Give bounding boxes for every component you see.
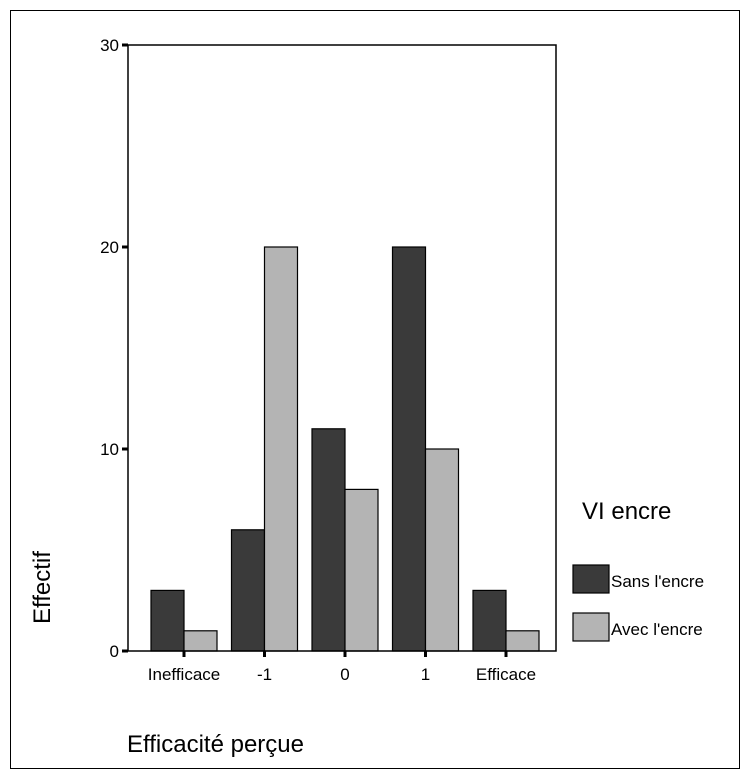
x-tick-label: -1 <box>257 665 272 684</box>
bar-avec-encre-4 <box>505 630 540 652</box>
legend-title: VI encre <box>582 498 671 525</box>
bar-avec-encre-2 <box>344 488 379 652</box>
bar-avec-encre-0 <box>183 630 218 652</box>
legend-label-sans-encre: Sans l'encre <box>611 572 704 591</box>
legend-swatch-sans-encre <box>572 564 610 594</box>
bar-sans-encre-1 <box>230 529 266 652</box>
y-axis-label: Effectif <box>29 551 56 624</box>
bar-avec-encre-3 <box>424 448 460 652</box>
legend-swatch-avec-encre <box>572 612 610 642</box>
x-tick-label: Efficace <box>476 665 536 684</box>
bar-sans-encre-3 <box>391 246 427 652</box>
plot-area <box>127 44 557 652</box>
x-tick-label: 0 <box>340 665 349 684</box>
bar-sans-encre-2 <box>311 428 346 652</box>
x-tick-label: Inefficace <box>148 665 220 684</box>
legend-label-avec-encre: Avec l'encre <box>611 620 703 639</box>
y-tick-label: 30 <box>100 36 119 55</box>
x-tick-label: 1 <box>421 665 430 684</box>
y-tick-label: 0 <box>110 642 119 661</box>
y-tick-label: 10 <box>100 440 119 459</box>
y-tick-label: 20 <box>100 238 119 257</box>
bar-avec-encre-1 <box>263 246 299 652</box>
legend: VI encre Sans l'encre Avec l'encre <box>572 498 704 642</box>
x-axis-label: Efficacité perçue <box>127 731 304 758</box>
bar-sans-encre-4 <box>472 589 507 652</box>
bar-sans-encre-0 <box>150 589 185 652</box>
chart-frame <box>10 10 740 769</box>
